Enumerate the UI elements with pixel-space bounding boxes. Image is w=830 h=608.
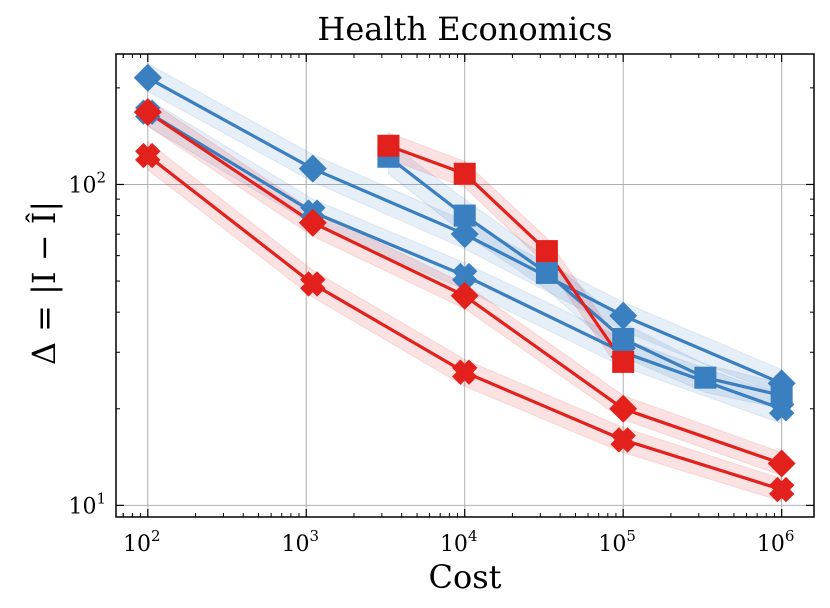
y-tick-label: 102 bbox=[68, 168, 106, 198]
marker-blue-square bbox=[535, 261, 558, 284]
x-tick-label: 106 bbox=[757, 527, 795, 557]
marker-red-x bbox=[610, 427, 636, 453]
marker-red-diamond bbox=[298, 208, 327, 237]
marker-blue-diamond bbox=[133, 63, 162, 92]
x-tick-label: 102 bbox=[123, 527, 161, 557]
y-tick-label: 101 bbox=[68, 489, 106, 519]
marker-blue-diamond bbox=[298, 154, 327, 183]
marker-red-diamond bbox=[609, 394, 638, 423]
series-markers bbox=[133, 63, 796, 503]
x-tick-label: 103 bbox=[281, 527, 319, 557]
x-tick-label: 104 bbox=[440, 527, 478, 557]
marker-red-diamond bbox=[133, 98, 162, 127]
marker-red-square bbox=[453, 162, 476, 185]
marker-red-square bbox=[377, 134, 400, 157]
marker-red-diamond bbox=[767, 449, 796, 478]
series-line-red-square bbox=[387, 144, 625, 363]
marker-red-diamond bbox=[450, 281, 479, 310]
marker-blue-x bbox=[452, 262, 478, 289]
marker-red-x bbox=[452, 359, 478, 385]
confidence-band-red-square bbox=[387, 131, 624, 377]
marker-blue-square bbox=[694, 366, 717, 389]
marker-red-square bbox=[535, 240, 558, 263]
confidence-band-red-x bbox=[147, 140, 783, 502]
marker-red-x bbox=[135, 142, 161, 169]
x-tick-label: 105 bbox=[598, 527, 636, 557]
series-lines bbox=[146, 76, 783, 492]
marker-blue-diamond bbox=[609, 301, 638, 330]
chart-title: Health Economics bbox=[317, 10, 612, 48]
marker-blue-diamond bbox=[450, 220, 479, 249]
y-axis-label: Δ = |I − Î| bbox=[25, 201, 63, 365]
marker-blue-square bbox=[612, 327, 635, 350]
marker-blue-square bbox=[453, 204, 476, 227]
marker-red-x bbox=[769, 476, 795, 503]
marker-red-x bbox=[300, 271, 326, 297]
x-axis-label: Cost bbox=[428, 558, 501, 596]
marker-blue-square bbox=[770, 384, 793, 407]
marker-red-square bbox=[612, 350, 635, 373]
axis-ticks: 102 103 104 105 106 101 102 bbox=[68, 54, 814, 557]
